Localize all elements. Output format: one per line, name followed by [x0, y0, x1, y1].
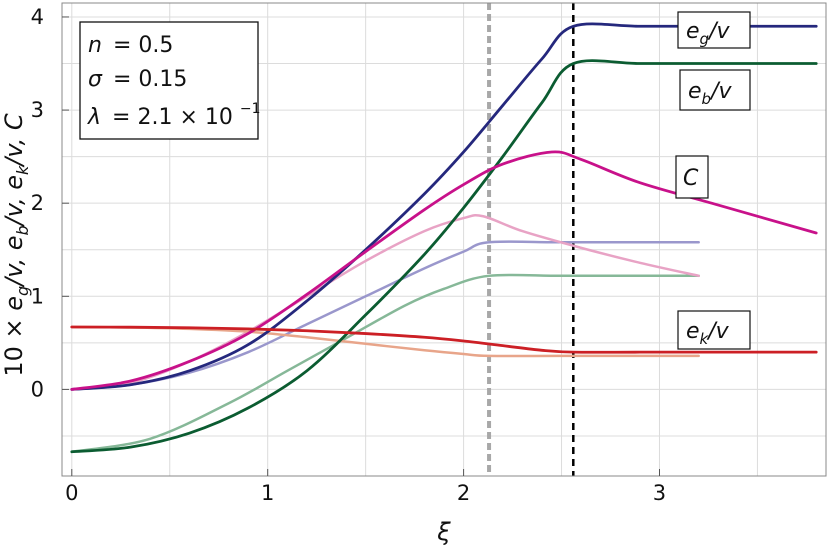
series-eb-light — [70, 273, 700, 454]
label-eg: eg/v — [677, 11, 751, 49]
label-eb-text: eb/v — [688, 79, 732, 108]
series-C — [70, 150, 818, 391]
y-tick-label: 4 — [31, 5, 44, 29]
x-tick-label: 2 — [457, 481, 470, 505]
y-tick-label: 1 — [31, 284, 44, 308]
param-lambda: λ = 2.1 × 10 −1 — [87, 101, 261, 130]
label-ek-text: ek/v — [686, 319, 730, 348]
label-ek-box — [677, 310, 751, 350]
x-axis-title: ξ — [436, 518, 451, 546]
label-eb: eb/v — [679, 69, 751, 111]
x-tick-label: 1 — [261, 481, 274, 505]
plot-frame — [61, 2, 827, 477]
param-n: n = 0.5 — [88, 33, 173, 58]
reference-lines — [487, 3, 575, 476]
series-eg-light — [70, 240, 700, 391]
grid — [62, 3, 826, 476]
label-C: C — [675, 155, 709, 199]
label-C-text: C — [683, 166, 699, 191]
y-tick-label: 0 — [31, 377, 44, 401]
params-box-frame — [79, 21, 259, 140]
tick-group: 0 1 2 3 0 1 2 3 4 — [31, 5, 667, 505]
label-eg-text: eg/v — [686, 19, 730, 48]
params-box: n = 0.5 σ = 0.15 λ = 2.1 × 10 −1 — [79, 21, 261, 140]
y-axis-title: 10 × eg/v, eb/v, ek/v, C — [0, 113, 32, 377]
label-ek: ek/v — [677, 310, 751, 350]
series-eg — [70, 22, 818, 391]
label-eb-box — [679, 69, 751, 111]
series-eb — [70, 59, 818, 454]
series-ek — [70, 325, 818, 354]
label-C-box — [675, 155, 709, 199]
series-group — [70, 22, 818, 454]
label-eg-box — [677, 11, 751, 49]
param-sigma: σ = 0.15 — [88, 67, 187, 92]
y-tick-label: 2 — [31, 191, 44, 215]
y-tick-label: 3 — [31, 98, 44, 122]
x-tick-label: 0 — [65, 481, 78, 505]
x-tick-label: 3 — [653, 481, 666, 505]
